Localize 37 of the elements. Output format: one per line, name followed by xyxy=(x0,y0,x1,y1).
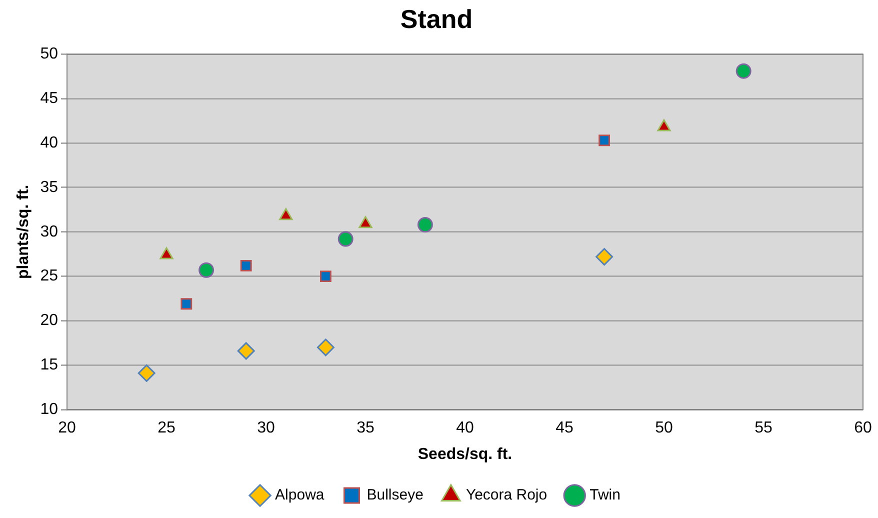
x-tick-label: 60 xyxy=(854,420,872,437)
x-tick-label: 30 xyxy=(257,420,275,437)
point xyxy=(338,231,354,247)
y-tick-label: 25 xyxy=(40,268,58,285)
point xyxy=(180,298,192,310)
legend-label: Yecora Rojo xyxy=(466,486,548,504)
y-tick-label: 20 xyxy=(40,312,58,330)
point xyxy=(240,260,252,272)
y-tick-label: 30 xyxy=(40,223,58,240)
point xyxy=(316,338,334,356)
point xyxy=(598,134,610,146)
legend-label: Twin xyxy=(590,486,620,504)
x-tick-label: 25 xyxy=(158,420,176,437)
x-tick-label: 55 xyxy=(754,420,772,437)
point xyxy=(417,217,433,233)
point xyxy=(237,342,255,360)
point xyxy=(198,262,214,278)
legend-label: Bullseye xyxy=(366,486,424,504)
y-axis-title: plants/sq. ft. xyxy=(15,184,32,280)
x-tick-label: 20 xyxy=(58,420,76,437)
point xyxy=(320,270,332,282)
y-tick-label: 45 xyxy=(40,90,58,108)
x-tick-label: 35 xyxy=(356,420,374,437)
y-tick-label: 35 xyxy=(40,178,58,196)
chart-title: Stand xyxy=(400,4,473,34)
y-tick-label: 10 xyxy=(40,401,58,418)
x-axis-title: Seeds/sq. ft. xyxy=(418,446,512,463)
y-tick-label: 50 xyxy=(40,46,58,63)
point xyxy=(596,248,614,266)
y-tick-label: 15 xyxy=(40,356,58,374)
x-tick-label: 45 xyxy=(556,420,574,437)
x-tick-label: 40 xyxy=(456,420,474,437)
x-tick-label: 50 xyxy=(655,420,673,437)
point xyxy=(138,364,156,382)
legend-label: Alpowa xyxy=(275,486,325,504)
y-tick-label: 40 xyxy=(40,134,58,152)
point xyxy=(736,63,752,79)
